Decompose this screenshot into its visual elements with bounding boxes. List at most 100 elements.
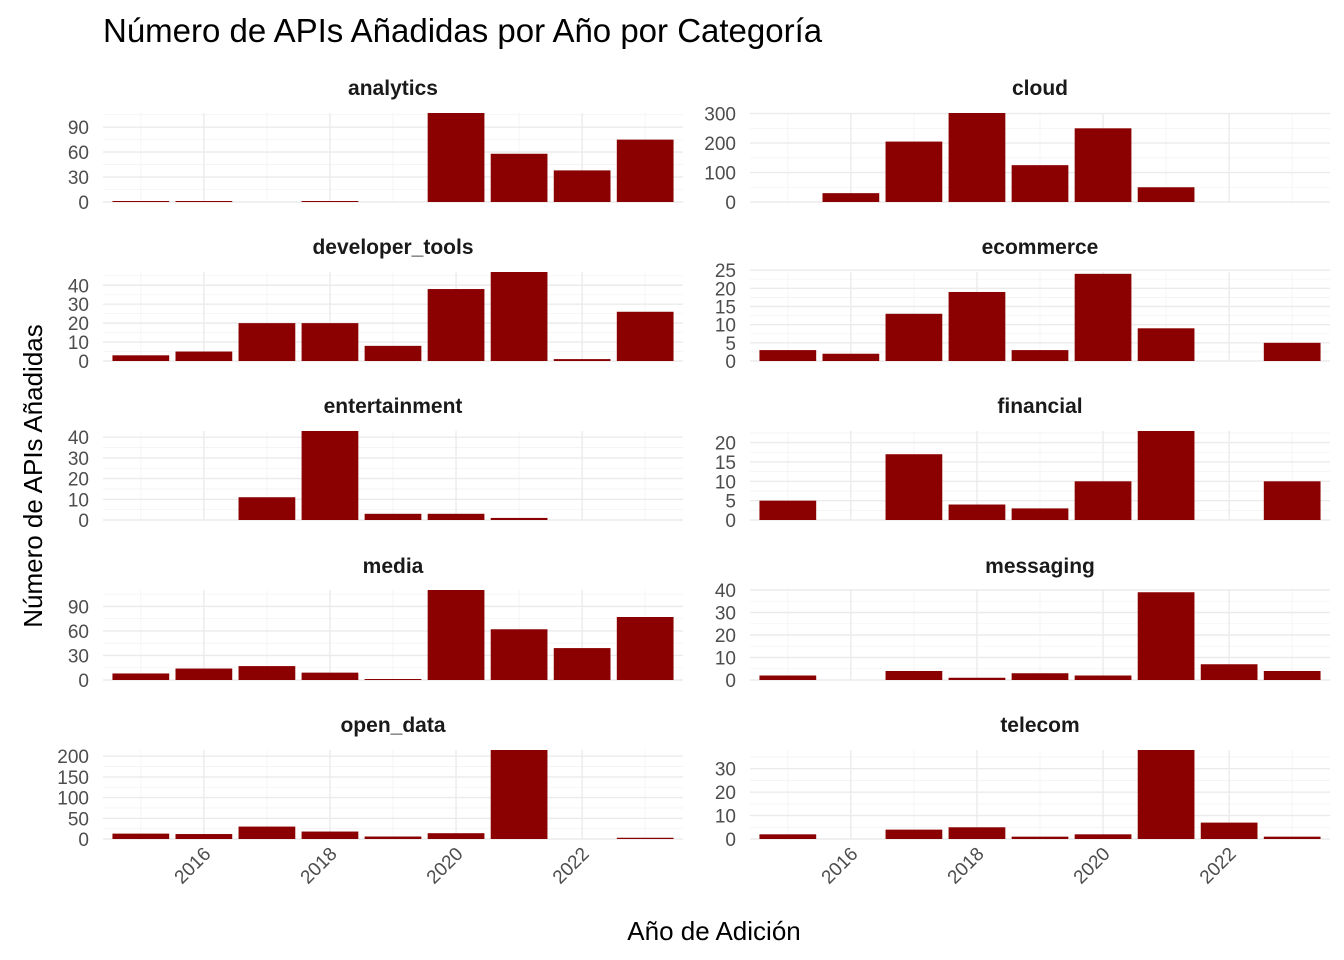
y-tick-label: 100: [57, 789, 89, 810]
bar-messaging-2019: [1011, 673, 1069, 680]
facet-label-analytics: analytics: [348, 77, 438, 100]
facet-panels: 0306090analytics0100200300cloud010203040…: [57, 77, 1330, 888]
bar-telecom-2023: [1263, 836, 1321, 839]
y-tick-label: 10: [715, 316, 736, 337]
bar-financial-2020: [1074, 481, 1132, 520]
bar-analytics-2018: [301, 201, 359, 202]
y-axis-title: Número de APIs Añadidas: [18, 324, 48, 628]
bar-open_data-2018: [301, 831, 359, 839]
y-tick-label: 5: [725, 334, 736, 355]
bar-cloud-2020: [1074, 128, 1132, 202]
facet-label-cloud: cloud: [1012, 77, 1068, 100]
bar-developer_tools-2020: [427, 289, 485, 361]
bar-ecommerce-2023: [1263, 342, 1321, 361]
chart-title: Número de APIs Añadidas por Año por Cate…: [103, 12, 823, 49]
y-tick-label: 200: [704, 134, 736, 155]
bar-media-2015: [112, 673, 170, 680]
bar-media-2016: [175, 668, 233, 680]
bar-analytics-2020: [427, 113, 485, 202]
bar-messaging-2022: [1200, 664, 1258, 680]
bar-ecommerce-2016: [822, 353, 880, 361]
bar-open_data-2015: [112, 833, 170, 839]
bar-telecom-2018: [948, 827, 1006, 839]
y-tick-label: 10: [715, 807, 736, 828]
y-tick-label: 30: [715, 760, 736, 781]
y-tick-label: 0: [78, 352, 89, 373]
y-tick-label: 90: [68, 118, 89, 139]
y-tick-label: 20: [68, 314, 89, 335]
bar-financial-2019: [1011, 508, 1069, 520]
y-tick-label: 40: [68, 276, 89, 297]
y-tick-label: 30: [68, 646, 89, 667]
bar-open_data-2016: [175, 834, 233, 839]
y-tick-label: 15: [715, 453, 736, 474]
y-tick-label: 10: [68, 490, 89, 511]
y-tick-label: 10: [715, 472, 736, 493]
bar-telecom-2020: [1074, 834, 1132, 839]
bar-entertainment-2021: [490, 517, 548, 520]
bar-messaging-2018: [948, 677, 1006, 680]
y-tick-label: 50: [68, 809, 89, 830]
bar-media-2022: [553, 648, 611, 680]
bar-financial-2023: [1263, 481, 1321, 520]
bar-cloud-2017: [885, 141, 943, 202]
bar-telecom-2022: [1200, 822, 1258, 839]
y-tick-label: 20: [68, 470, 89, 491]
y-tick-label: 20: [715, 626, 736, 647]
y-tick-label: 15: [715, 298, 736, 319]
bar-open_data-2017: [238, 826, 296, 839]
y-tick-label: 0: [78, 671, 89, 692]
x-axis-title: Año de Adición: [627, 916, 800, 946]
bar-analytics-2015: [112, 201, 170, 202]
y-tick-label: 150: [57, 768, 89, 789]
y-tick-label: 200: [57, 747, 89, 768]
y-tick-label: 0: [725, 193, 736, 214]
y-tick-label: 10: [68, 333, 89, 354]
y-tick-label: 25: [715, 261, 736, 282]
bar-messaging-2015: [759, 675, 817, 680]
bar-analytics-2016: [175, 201, 233, 202]
y-tick-label: 20: [715, 783, 736, 804]
facet-label-entertainment: entertainment: [324, 395, 463, 418]
y-tick-label: 0: [725, 511, 736, 532]
y-tick-label: 30: [715, 604, 736, 625]
y-tick-label: 300: [704, 105, 736, 126]
bar-developer_tools-2018: [301, 323, 359, 361]
y-tick-label: 30: [68, 295, 89, 316]
bar-messaging-2020: [1074, 675, 1132, 680]
bar-messaging-2023: [1263, 671, 1321, 680]
y-tick-label: 20: [715, 279, 736, 300]
bar-financial-2017: [885, 454, 943, 520]
y-tick-label: 40: [68, 428, 89, 449]
y-tick-label: 30: [68, 449, 89, 470]
bar-telecom-2017: [885, 829, 943, 839]
y-tick-label: 0: [78, 511, 89, 532]
bar-open_data-2019: [364, 836, 422, 839]
bar-developer_tools-2023: [616, 311, 674, 361]
bar-media-2018: [301, 672, 359, 680]
bar-messaging-2021: [1137, 592, 1195, 680]
facet-label-ecommerce: ecommerce: [982, 236, 1099, 259]
facet-label-media: media: [363, 555, 424, 578]
y-tick-label: 0: [78, 193, 89, 214]
bar-analytics-2021: [490, 153, 548, 202]
bar-telecom-2015: [759, 834, 817, 839]
y-tick-label: 90: [68, 597, 89, 618]
panel-analytics: 0 30 60 90 analytics: [68, 77, 683, 214]
bar-ecommerce-2020: [1074, 273, 1132, 361]
bar-developer_tools-2017: [238, 323, 296, 361]
y-tick-label: 100: [704, 164, 736, 185]
bar-ecommerce-2017: [885, 313, 943, 361]
bar-media-2021: [490, 629, 548, 680]
bar-entertainment-2019: [364, 513, 422, 520]
facet-label-open_data: open_data: [340, 714, 445, 737]
bar-financial-2015: [759, 500, 817, 520]
bar-telecom-2019: [1011, 836, 1069, 839]
bar-messaging-2017: [885, 671, 943, 680]
facet-label-telecom: telecom: [1000, 714, 1079, 737]
y-tick-label: 0: [78, 830, 89, 851]
bar-media-2023: [616, 617, 674, 680]
panel-cloud: 0 100 200 300 cloud: [704, 77, 1330, 214]
